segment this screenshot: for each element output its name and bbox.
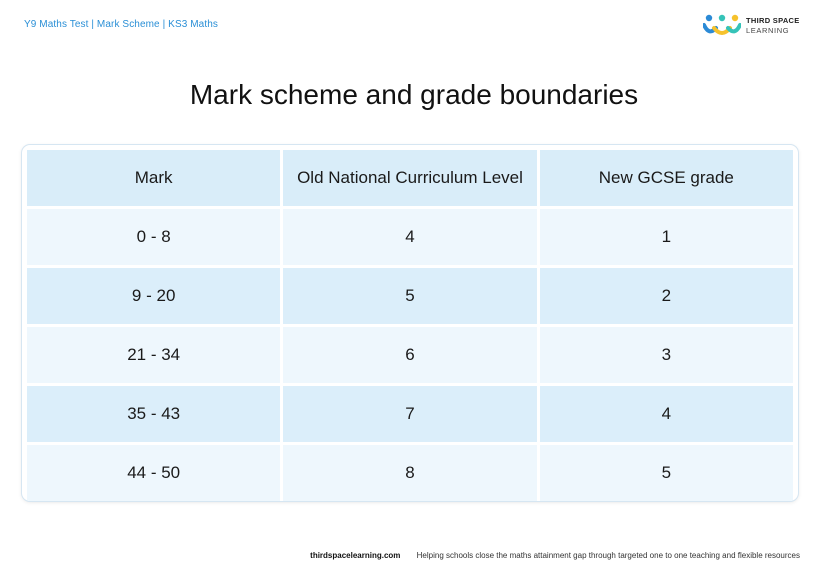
logo-text-line1: THIRD SPACE xyxy=(746,16,800,25)
cell-mark: 21 - 34 xyxy=(27,327,281,383)
cell-old-level: 8 xyxy=(283,445,537,501)
cell-gcse-grade: 5 xyxy=(539,445,793,501)
cell-mark: 44 - 50 xyxy=(27,445,281,501)
footer-site-link[interactable]: thirdspacelearning.com xyxy=(310,551,401,560)
table-row: 21 - 34 6 3 xyxy=(27,327,793,383)
table-row: 9 - 20 5 2 xyxy=(27,268,793,324)
table-header-row: Mark Old National Curriculum Level New G… xyxy=(27,150,793,206)
cell-gcse-grade: 3 xyxy=(539,327,793,383)
column-header-gcse-grade: New GCSE grade xyxy=(539,150,793,206)
column-header-old-level: Old National Curriculum Level xyxy=(283,150,537,206)
cell-gcse-grade: 2 xyxy=(539,268,793,324)
page-title: Mark scheme and grade boundaries xyxy=(189,79,639,110)
footer-tagline: Helping schools close the maths attainme… xyxy=(416,551,800,560)
logo-text-line2: LEARNING xyxy=(746,26,790,35)
grade-boundaries-table: Mark Old National Curriculum Level New G… xyxy=(24,147,796,501)
grade-boundaries-table-container: Mark Old National Curriculum Level New G… xyxy=(22,145,798,501)
cell-old-level: 5 xyxy=(283,268,537,324)
cell-gcse-grade: 1 xyxy=(539,209,793,265)
logo-mark-icon xyxy=(702,14,742,38)
cell-old-level: 6 xyxy=(283,327,537,383)
third-space-learning-logo[interactable]: THIRD SPACE LEARNING xyxy=(702,14,800,38)
cell-old-level: 7 xyxy=(283,386,537,442)
cell-gcse-grade: 4 xyxy=(539,386,793,442)
column-header-mark: Mark xyxy=(27,150,281,206)
table-row: 44 - 50 8 5 xyxy=(27,445,793,501)
footer: thirdspacelearning.com Helping schools c… xyxy=(0,551,800,560)
breadcrumb: Y9 Maths Test | Mark Scheme | KS3 Maths xyxy=(24,19,218,30)
cell-mark: 9 - 20 xyxy=(27,268,281,324)
cell-old-level: 4 xyxy=(283,209,537,265)
table-row: 0 - 8 4 1 xyxy=(27,209,793,265)
cell-mark: 35 - 43 xyxy=(27,386,281,442)
table-row: 35 - 43 7 4 xyxy=(27,386,793,442)
cell-mark: 0 - 8 xyxy=(27,209,281,265)
